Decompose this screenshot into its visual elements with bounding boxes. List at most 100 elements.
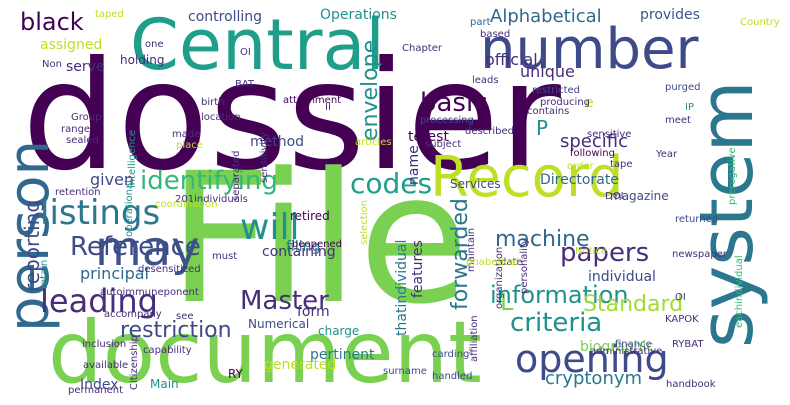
word-thatindividual: thatindividual: [394, 240, 410, 337]
word-beopened: beopened: [292, 239, 342, 250]
word-filing: filing: [286, 239, 321, 255]
word-purged: purged: [665, 82, 701, 93]
word-order: order: [567, 161, 594, 172]
word-unique: unique: [520, 62, 575, 81]
word-generated: generated: [264, 357, 337, 373]
word-directorate: Directorate: [540, 172, 619, 188]
word-services: Services: [450, 177, 501, 191]
word-non: Non: [42, 59, 62, 70]
word-ry: RY: [228, 367, 243, 381]
word-sensitive: sensitive: [587, 129, 632, 140]
word-location: location: [201, 112, 241, 123]
word-kapok: KAPOK: [665, 314, 699, 325]
word-form: form: [297, 304, 330, 320]
word-pertinent: pertinent: [310, 347, 375, 363]
word-processing: processing: [420, 115, 474, 126]
word-codes: codes: [350, 167, 433, 200]
word-leading: leading: [40, 282, 158, 320]
word-bat: BAT: [235, 79, 255, 90]
word-ip: IP: [685, 102, 694, 113]
word-listings: listings: [40, 193, 161, 233]
word-part: part: [470, 17, 491, 28]
word-central: Central: [130, 4, 385, 86]
word-described: described: [465, 126, 514, 137]
word-eachindividual: eachindividual: [734, 255, 745, 328]
word-taped: taped: [95, 9, 124, 20]
word-phabetical: phabetical: [466, 257, 519, 268]
word-basic: basic: [420, 88, 488, 118]
word-made: made: [172, 129, 201, 140]
word-capability: capability: [143, 345, 192, 356]
word-attachment: attachment: [283, 95, 342, 106]
word-criteria: criteria: [510, 308, 603, 338]
word-charge: charge: [318, 324, 360, 338]
word-surname: surname: [383, 366, 427, 377]
word-handbook: handbook: [666, 379, 716, 390]
word-official: official: [485, 50, 538, 69]
word-finance: finance: [615, 339, 652, 350]
word-holding: holding: [120, 53, 165, 67]
word-individual: individual: [588, 269, 656, 285]
word-file: File: [168, 135, 470, 344]
word-carding: carding: [432, 349, 470, 360]
word-standard: Standard: [583, 292, 684, 317]
word-given: given: [90, 170, 135, 189]
word-serve: serve: [66, 59, 105, 75]
word-restricted: restricted: [532, 85, 580, 96]
word-sealed: sealed: [66, 135, 99, 146]
word-following: following: [570, 148, 615, 159]
word-notice: Notice: [575, 246, 607, 257]
word-range: range: [61, 124, 91, 135]
word-returned: returned: [675, 214, 719, 225]
word-specific: specific: [560, 131, 629, 152]
word-based: based: [480, 29, 511, 40]
word-oi: OI: [675, 292, 686, 303]
word-producing: producing: [540, 97, 591, 108]
word-master: Master: [240, 286, 329, 316]
word-method: method: [250, 134, 305, 150]
word-assigned: assigned: [40, 37, 103, 53]
word-tape: tape: [610, 159, 633, 170]
word-record: Record: [430, 145, 624, 210]
word-separated: separated: [231, 150, 242, 201]
word-articles: articles: [355, 137, 392, 148]
word-country: Country: [740, 17, 780, 28]
word-operational: operational: [124, 180, 135, 237]
word-e: e: [585, 95, 594, 111]
word-citizenship: Citizenship: [129, 335, 140, 390]
word-black: black: [20, 8, 84, 36]
word-may: may: [95, 221, 200, 277]
word-group: Group: [71, 112, 102, 123]
word-restriction: restriction: [120, 318, 232, 343]
word-provides: provides: [640, 7, 700, 23]
word-retired: retired: [290, 209, 330, 223]
word-permanent: permanent: [68, 385, 124, 396]
word-reference: Reference: [70, 232, 201, 262]
word-one: one: [145, 39, 164, 50]
word-affiliation: affiliation: [469, 315, 480, 362]
word-controlling: controlling: [188, 9, 263, 25]
word-envelope: envelope: [358, 40, 383, 142]
word-will: will: [240, 207, 300, 248]
word-inclusion: inclusion: [82, 339, 127, 350]
word-year: Year: [656, 149, 678, 160]
word-must: must: [212, 251, 238, 262]
word-birth: birth: [201, 97, 225, 108]
word-see: see: [176, 311, 194, 322]
word-principal: principal: [80, 264, 149, 283]
word-coordination: coordination: [155, 199, 218, 210]
word-name: name: [406, 145, 422, 185]
word-oi-2: OI: [240, 47, 251, 58]
word-numerical: Numerical: [248, 317, 310, 331]
word-ii: II: [325, 102, 331, 113]
word-available: available: [83, 360, 129, 371]
word-containing: containing: [262, 244, 336, 260]
word-cryptonym: cryptonym: [545, 368, 643, 389]
word-contains: contains: [527, 106, 570, 117]
word-rybat: RYBAT: [672, 339, 704, 350]
word-main: Main: [150, 377, 179, 391]
word-information: information: [490, 281, 629, 309]
word-machine: machine: [495, 227, 590, 252]
word-dossier: dossier: [22, 30, 561, 204]
